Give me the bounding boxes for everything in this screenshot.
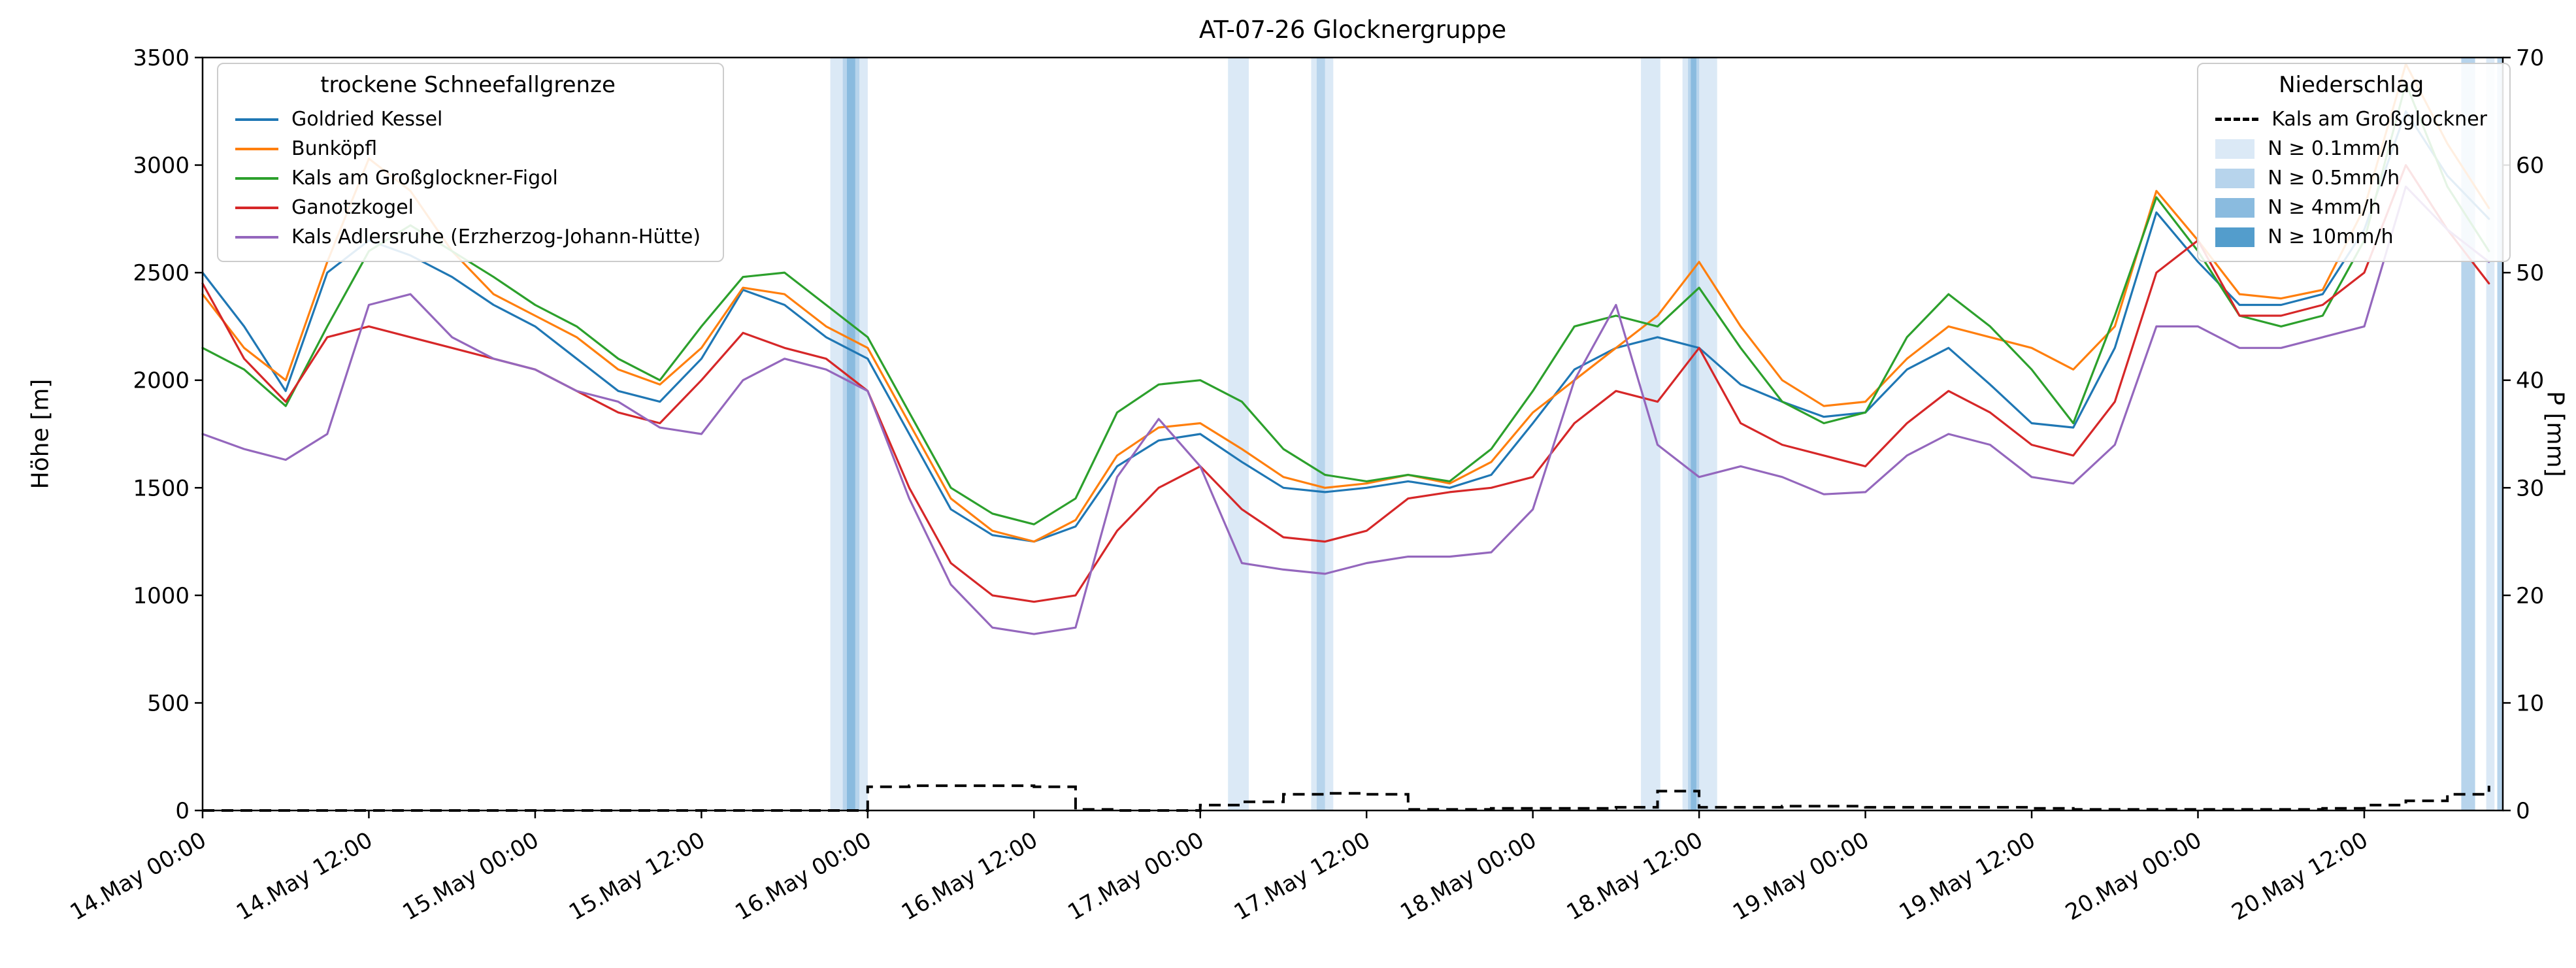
legend-item-n-0-1mm-h: N ≥ 0.1mm/h bbox=[2210, 134, 2492, 163]
legend-snowline-items: Goldried Kessel Bunköpfl Kals am Großglock… bbox=[230, 105, 706, 252]
legend-item-label: Kals am Großglockner bbox=[2271, 108, 2487, 131]
x-tick-label: 18.May 12:00 bbox=[1562, 827, 1708, 926]
precip-band bbox=[847, 58, 855, 810]
legend-line-swatch bbox=[235, 235, 278, 239]
y-tick-label-right: 70 bbox=[2516, 45, 2544, 71]
legend-item-label: Goldried Kessel bbox=[291, 108, 443, 131]
legend-item-label: Kals Adlersruhe (Erzherzog-Johann-Hütte) bbox=[291, 225, 701, 248]
y-tick-label-right: 20 bbox=[2516, 583, 2544, 609]
legend-line-swatch bbox=[235, 118, 278, 121]
legend-snowline-title: trockene Schneefallgrenze bbox=[320, 72, 616, 98]
x-tick-label: 19.May 12:00 bbox=[1895, 827, 2040, 926]
x-tick-label: 20.May 12:00 bbox=[2228, 827, 2373, 926]
x-tick-label: 20.May 00:00 bbox=[2061, 827, 2206, 926]
series-line-goldried-kessel bbox=[201, 110, 2490, 543]
y-tick-label-left: 3500 bbox=[133, 45, 190, 71]
legend-item-label: N ≥ 4mm/h bbox=[2268, 196, 2381, 219]
legend-color-swatch bbox=[2215, 168, 2255, 188]
y-tick-label-left: 500 bbox=[147, 690, 190, 716]
legend-precip: Niederschlag Kals am Großglockner N ≥ 0.1… bbox=[2197, 63, 2511, 262]
legend-item-n-0-5mm-h: N ≥ 0.5mm/h bbox=[2210, 163, 2492, 193]
x-tick-label: 17.May 00:00 bbox=[1063, 827, 1208, 926]
x-tick-label: 15.May 00:00 bbox=[398, 827, 543, 926]
legend-item-ganotzkogel: Ganotzkogel bbox=[230, 193, 706, 222]
y-tick-label-left: 0 bbox=[175, 798, 190, 824]
x-tick-label: 16.May 00:00 bbox=[731, 827, 876, 926]
precip-band bbox=[2497, 58, 2503, 810]
series-line-kals-adlersruhe-erzherzog-johann-h-tte bbox=[201, 185, 2490, 635]
legend-line-swatch bbox=[235, 147, 278, 150]
y-tick-label-left: 2500 bbox=[133, 260, 190, 286]
precip-band bbox=[1682, 58, 1717, 810]
legend-item-label: Kals am Großglockner-Figol bbox=[291, 167, 558, 190]
y-axis-label-left: Höhe [m] bbox=[27, 378, 54, 490]
y-tick-label-left: 1000 bbox=[133, 583, 190, 609]
precip-band bbox=[1316, 58, 1325, 810]
legend-item-label: Ganotzkogel bbox=[291, 196, 414, 219]
y-tick-label-right: 30 bbox=[2516, 475, 2544, 501]
legend-line-swatch bbox=[2215, 118, 2259, 121]
chart-title: AT-07-26 Glocknergruppe bbox=[1198, 16, 1507, 44]
series-line-ganotzkogel bbox=[201, 164, 2490, 603]
y-tick-label-left: 2000 bbox=[133, 368, 190, 394]
legend-color-swatch bbox=[2215, 227, 2255, 247]
legend-precip-title: Niederschlag bbox=[2279, 72, 2424, 98]
precip-band bbox=[1691, 58, 1696, 810]
legend-item-label: N ≥ 0.5mm/h bbox=[2268, 167, 2400, 190]
y-axis-label-right: P [mm] bbox=[2541, 391, 2569, 477]
legend-item-goldried-kessel: Goldried Kessel bbox=[230, 105, 706, 134]
x-tick-label: 15.May 12:00 bbox=[565, 827, 710, 926]
legend-item-kals-am-gro-glockner-figol: Kals am Großglockner-Figol bbox=[230, 163, 706, 193]
precip-line bbox=[203, 784, 2490, 812]
y-tick-label-right: 0 bbox=[2516, 798, 2530, 824]
x-tick-label: 14.May 00:00 bbox=[66, 827, 211, 926]
x-tick-label: 14.May 12:00 bbox=[232, 827, 377, 926]
x-tick-label: 18.May 00:00 bbox=[1396, 827, 1541, 926]
legend-item-n-10mm-h: N ≥ 10mm/h bbox=[2210, 222, 2492, 252]
precip-band bbox=[1228, 58, 1249, 810]
y-tick-label-left: 1500 bbox=[133, 475, 190, 501]
legend-item-kals-am-gro-glockner: Kals am Großglockner bbox=[2210, 105, 2492, 134]
y-tick-label-right: 10 bbox=[2516, 690, 2544, 716]
y-tick-label-right: 40 bbox=[2516, 368, 2544, 394]
legend-precip-items: Kals am Großglockner N ≥ 0.1mm/h N ≥ 0.5mm… bbox=[2210, 105, 2492, 252]
y-tick-label-right: 60 bbox=[2516, 153, 2544, 179]
legend-item-bunk-pfl: Bunköpfl bbox=[230, 134, 706, 163]
y-tick-label-left: 3000 bbox=[133, 153, 190, 179]
precip-band bbox=[1641, 58, 1660, 810]
legend-color-swatch bbox=[2215, 197, 2255, 218]
x-tick-label: 17.May 12:00 bbox=[1230, 827, 1375, 926]
x-tick-label: 19.May 00:00 bbox=[1728, 827, 1874, 926]
legend-item-label: N ≥ 10mm/h bbox=[2268, 225, 2394, 248]
legend-snowline: trockene Schneefallgrenze Goldried Kesse… bbox=[217, 63, 725, 262]
series-line-kals-am-gro-glockner-figol bbox=[201, 82, 2490, 526]
legend-item-n-4mm-h: N ≥ 4mm/h bbox=[2210, 193, 2492, 222]
legend-item-label: Bunköpfl bbox=[291, 137, 378, 160]
legend-item-kals-adlersruhe-erzherzog-johann-h-tte: Kals Adlersruhe (Erzherzog-Johann-Hütte) bbox=[230, 222, 706, 252]
plot-border bbox=[201, 56, 2504, 812]
legend-line-swatch bbox=[235, 176, 278, 180]
legend-item-label: N ≥ 0.1mm/h bbox=[2268, 137, 2400, 160]
legend-line-swatch bbox=[235, 206, 278, 209]
legend-color-swatch bbox=[2215, 139, 2255, 159]
x-tick-label: 16.May 12:00 bbox=[897, 827, 1042, 926]
y-tick-label-right: 50 bbox=[2516, 260, 2544, 286]
